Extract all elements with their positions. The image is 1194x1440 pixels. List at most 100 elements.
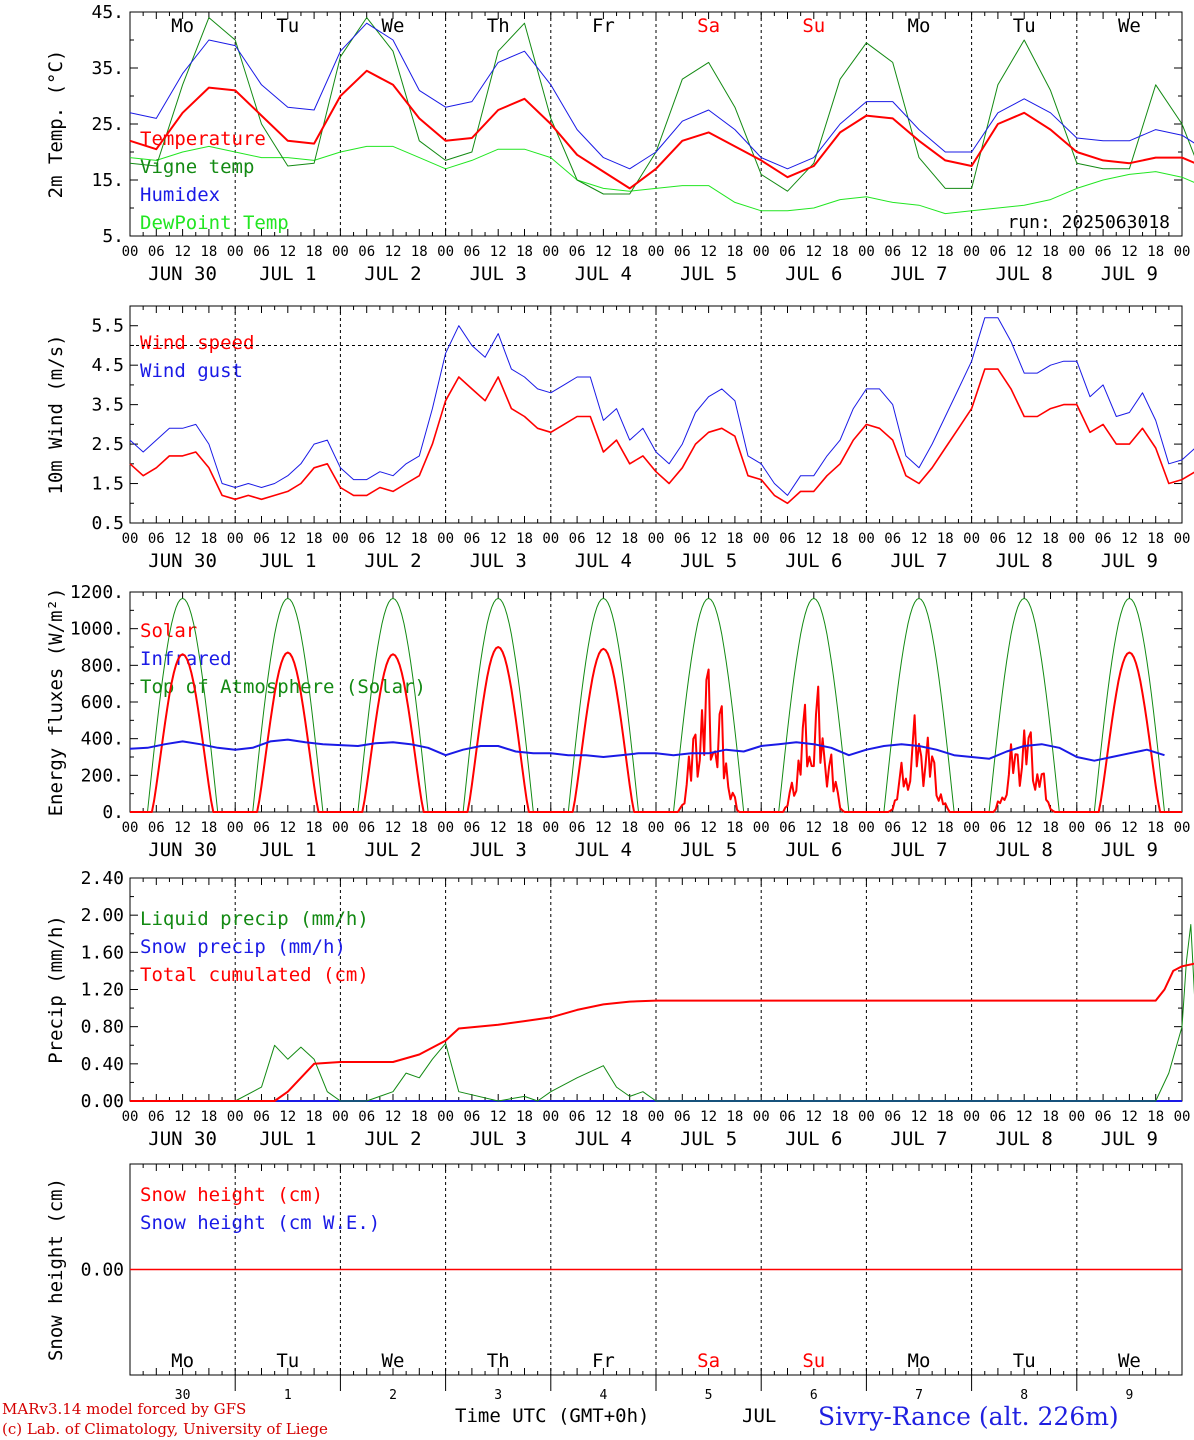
hour-label: 12 [385, 820, 402, 836]
hour-label: 00 [1174, 531, 1191, 547]
hour-label: 00 [858, 1109, 875, 1125]
date-label: JUL 1 [259, 839, 316, 861]
hour-label: 00 [1174, 244, 1191, 260]
series-line-liquid-precip-mm-h- [130, 924, 1194, 1102]
y-tick-label: 0. [102, 802, 124, 823]
hour-label: 12 [595, 244, 612, 260]
date-label: JUL 4 [575, 263, 632, 285]
hour-label: 12 [700, 820, 717, 836]
date-label: JUN 30 [148, 263, 217, 285]
hour-label: 18 [200, 244, 217, 260]
series-line-wind-speed [129, 368, 1194, 505]
y-tick-label: 2.5 [91, 434, 124, 455]
hour-label: 18 [621, 1109, 638, 1125]
hour-label: 12 [279, 531, 296, 547]
hour-label: 18 [516, 244, 533, 260]
hour-label: 06 [884, 1109, 901, 1125]
hour-label: 12 [1016, 244, 1033, 260]
date-label: JUL 7 [890, 550, 947, 572]
hour-label: 00 [542, 244, 559, 260]
y-tick-label: 25. [91, 114, 124, 135]
legend-entry: Snow height (cm W.E.) [140, 1212, 380, 1234]
date-label: JUL 9 [1101, 550, 1158, 572]
hour-label: 18 [411, 1109, 428, 1125]
hour-label: 18 [726, 1109, 743, 1125]
hour-label: 18 [1042, 531, 1059, 547]
hour-label: 18 [937, 820, 954, 836]
y-tick-label: 0.40 [81, 1054, 124, 1075]
date-label: JUL 7 [890, 839, 947, 861]
hour-label: 12 [805, 531, 822, 547]
hour-label: 06 [569, 1109, 586, 1125]
series-line-vigne-temp [129, 17, 1194, 195]
legend-entry: Snow height (cm) [140, 1184, 323, 1206]
y-tick-label: 600. [81, 692, 124, 713]
hour-label: 00 [122, 244, 139, 260]
day-name: We [382, 15, 405, 37]
hour-label: 00 [753, 820, 770, 836]
date-label: JUL 3 [470, 550, 527, 572]
hour-label: 06 [779, 1109, 796, 1125]
lab-credit: (c) Lab. of Climatology, University of L… [2, 1420, 328, 1438]
hour-label: 00 [1174, 820, 1191, 836]
date-label: JUN 30 [148, 839, 217, 861]
hour-label: 00 [437, 244, 454, 260]
day-name: Sa [697, 1350, 720, 1372]
hour-label: 00 [648, 244, 665, 260]
hour-label: 00 [963, 244, 980, 260]
hour-label: 00 [437, 531, 454, 547]
hour-label: 12 [490, 820, 507, 836]
hour-label: 06 [358, 531, 375, 547]
y-axis-title: 2m Temp. (°C) [45, 50, 67, 199]
y-tick-label: 800. [81, 655, 124, 676]
day-number: 5 [705, 1388, 713, 1403]
legend-entry: DewPoint Temp [140, 212, 289, 234]
date-label: JUN 30 [148, 1128, 217, 1150]
date-label: JUL 7 [890, 1128, 947, 1150]
panel-3: 0. 200. 400. 600. 800. 1000. 1200.Energy fluxe… [45, 582, 1190, 861]
plot-frame [129, 11, 1183, 237]
hour-label: 06 [463, 1109, 480, 1125]
y-tick-label: 1.20 [81, 980, 124, 1001]
series-line-temperature [129, 69, 1194, 190]
hour-label: 12 [385, 244, 402, 260]
date-label: JUL 7 [890, 263, 947, 285]
day-name: We [1118, 15, 1141, 37]
hour-label: 18 [726, 820, 743, 836]
y-tick-label: 0.5 [91, 513, 124, 534]
y-tick-label: 2.40 [81, 868, 124, 889]
hour-label: 00 [648, 820, 665, 836]
hour-label: 06 [253, 1109, 270, 1125]
hour-label: 06 [463, 531, 480, 547]
hour-label: 06 [253, 244, 270, 260]
hour-label: 06 [779, 244, 796, 260]
panel-4: 0.00 0.40 0.80 1.20 1.60 2.00 2.40 Precip (mm/h… [45, 868, 1194, 1150]
hour-label: 00 [122, 820, 139, 836]
hour-label: 18 [306, 820, 323, 836]
hour-label: 06 [569, 531, 586, 547]
date-label: JUL 8 [996, 839, 1053, 861]
hour-label: 18 [411, 531, 428, 547]
hour-label: 18 [1042, 244, 1059, 260]
hour-label: 18 [621, 531, 638, 547]
date-label: JUL 8 [996, 550, 1053, 572]
hour-label: 06 [779, 531, 796, 547]
date-label: JUL 3 [470, 839, 527, 861]
series-line-dewpoint-temp [129, 145, 1194, 215]
hour-label: 12 [279, 244, 296, 260]
hour-label: 06 [779, 820, 796, 836]
legend-entry: Wind speed [140, 332, 254, 354]
hour-label: 00 [963, 820, 980, 836]
hour-label: 18 [516, 531, 533, 547]
hour-label: 06 [884, 244, 901, 260]
hour-label: 00 [542, 1109, 559, 1125]
date-label: JUL 9 [1101, 1128, 1158, 1150]
day-name: We [382, 1350, 405, 1372]
hour-label: 12 [911, 820, 928, 836]
hour-label: 12 [385, 531, 402, 547]
day-name: Mo [908, 15, 931, 37]
hour-label: 12 [1121, 1109, 1138, 1125]
day-number: 2 [389, 1388, 397, 1403]
hour-label: 06 [1095, 1109, 1112, 1125]
date-label: JUL 1 [259, 550, 316, 572]
